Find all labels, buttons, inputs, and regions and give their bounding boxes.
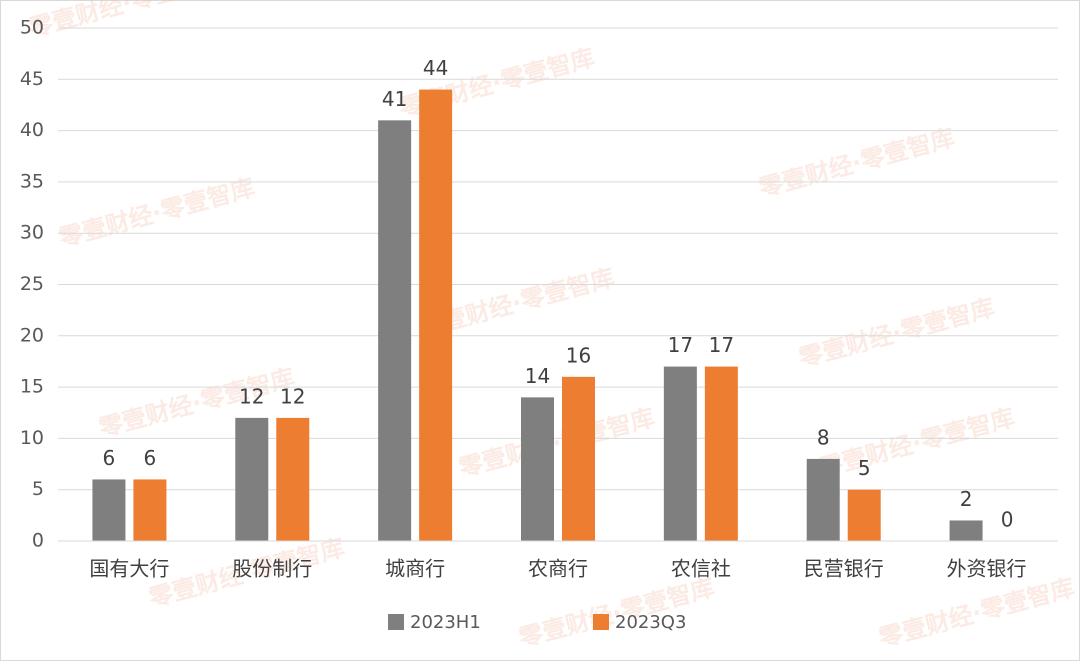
bar [235,417,269,541]
data-label: 12 [239,384,264,408]
data-label: 0 [1001,508,1014,532]
bar [663,366,697,541]
x-tick-label: 外资银行 [947,557,1027,581]
data-label: 17 [709,333,734,357]
data-label: 6 [144,446,157,470]
x-tick-label: 民营银行 [804,557,884,581]
data-label: 17 [668,333,693,357]
bar [92,479,126,541]
bar [378,120,412,541]
data-label: 12 [280,384,305,408]
bar [419,89,453,541]
y-tick-label: 40 [20,119,44,141]
y-tick-label: 10 [20,427,44,449]
bar [521,397,554,541]
legend-label: 2023Q3 [615,612,686,633]
bar [847,489,881,541]
y-tick-label: 25 [20,273,44,295]
data-label: 16 [566,343,591,367]
data-label: 41 [382,87,407,111]
data-label: 44 [423,56,448,80]
legend-swatch [593,614,609,630]
x-tick-label: 农信社 [671,557,731,581]
legend-swatch [388,614,404,630]
y-tick-label: 45 [20,68,44,90]
x-tick-label: 城商行 [385,557,445,581]
data-label: 14 [525,364,550,388]
bar [276,417,310,541]
bar [704,366,738,541]
bar [806,458,840,541]
y-tick-label: 30 [20,222,44,244]
x-tick-label: 农商行 [528,557,588,581]
y-tick-label: 50 [20,17,44,39]
data-label: 2 [960,487,973,511]
y-tick-label: 5 [32,478,44,500]
x-tick-label: 股份制行 [232,557,312,581]
data-label: 5 [858,456,871,480]
data-label: 6 [103,446,116,470]
bar [133,479,167,541]
data-label: 8 [817,425,830,449]
bar [562,376,595,541]
y-tick-label: 35 [20,170,44,192]
bar [949,520,983,541]
y-tick-label: 20 [20,324,44,346]
x-tick-label: 国有大行 [89,557,169,581]
y-tick-label: 0 [32,530,44,552]
y-tick-label: 15 [20,376,44,398]
legend-label: 2023H1 [410,612,481,633]
